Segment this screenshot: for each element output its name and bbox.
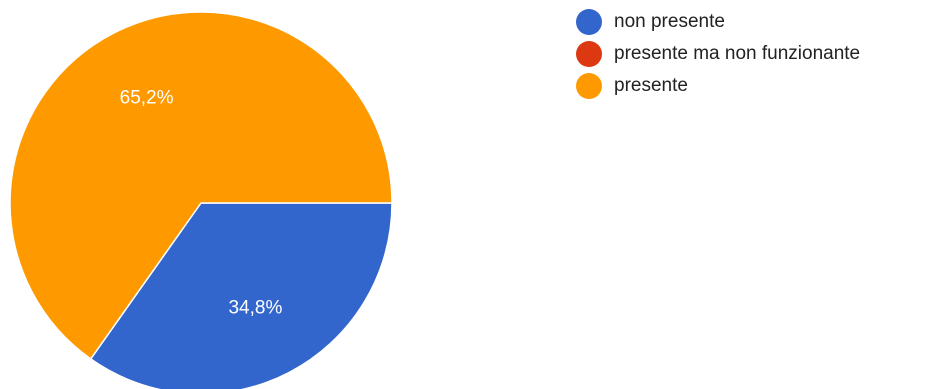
legend-swatch-presente	[576, 73, 602, 99]
legend-item-presente-ma-non-funzionante[interactable]: presente ma non funzionante	[576, 38, 860, 70]
slice-label-non-presente: 34,8%	[228, 298, 282, 319]
legend-swatch-non-presente	[576, 9, 602, 35]
slice-label-presente: 65,2%	[120, 87, 174, 108]
chart-legend: non presente presente ma non funzionante…	[576, 6, 860, 102]
legend-label-presente-ma-non-funzionante: presente ma non funzionante	[614, 43, 861, 64]
legend-item-non-presente[interactable]: non presente	[576, 6, 860, 38]
pie-slice-labels: 34,8% 65,2%	[120, 87, 283, 318]
pie-slice-non-presente[interactable]	[89, 202, 393, 389]
legend-swatch-presente-ma-non-funzionante	[576, 41, 602, 67]
pie-slices	[9, 11, 393, 389]
legend-item-presente[interactable]: presente	[576, 70, 860, 102]
legend-label-non-presente: non presente	[614, 11, 725, 32]
pie-slice-presente[interactable]	[9, 11, 393, 360]
legend-label-presente: presente	[614, 75, 688, 96]
